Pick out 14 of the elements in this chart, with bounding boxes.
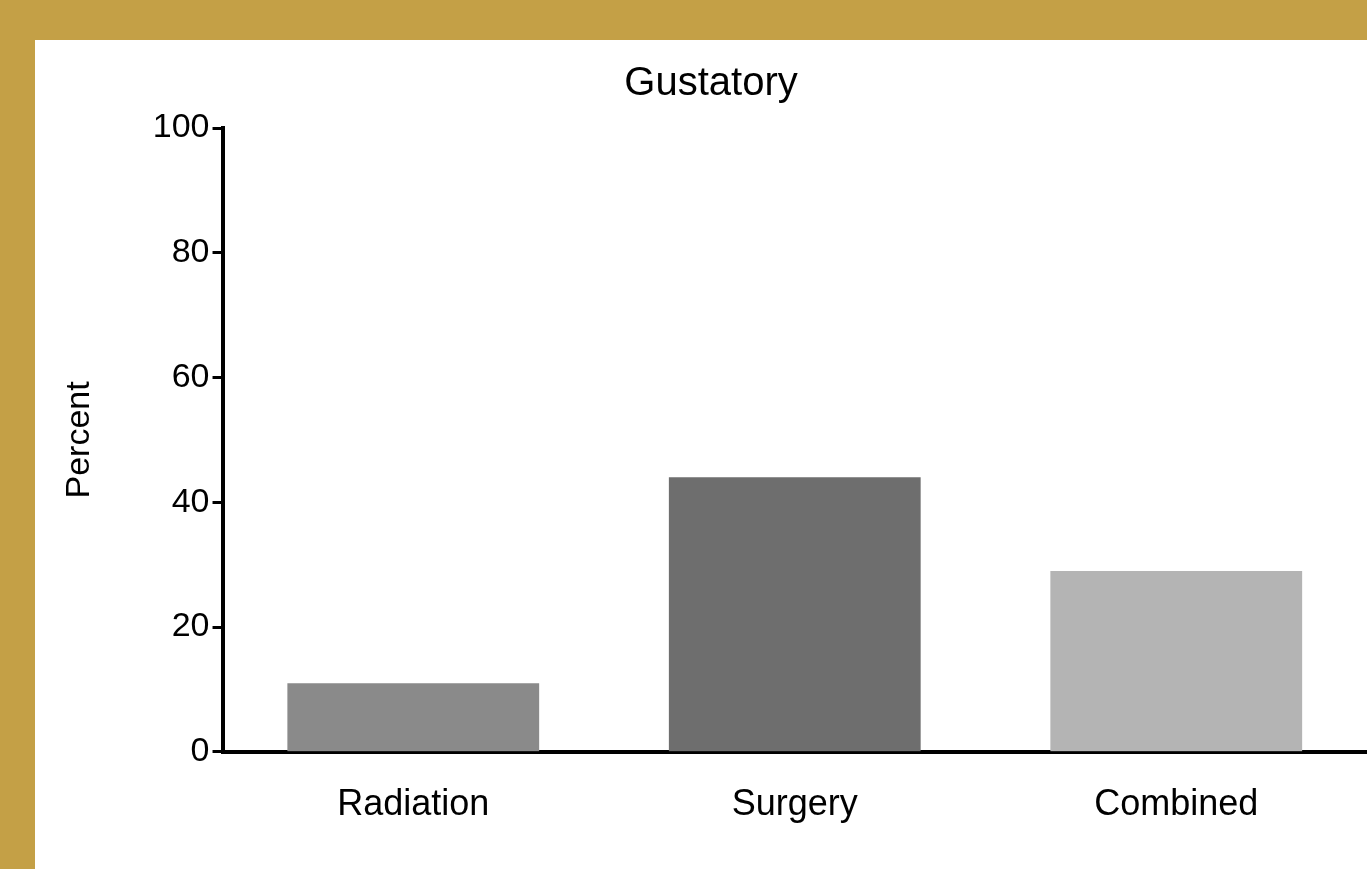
- y-tick-label: 0: [190, 730, 210, 769]
- y-tick-label: 100: [152, 106, 210, 145]
- bar: [287, 683, 540, 752]
- x-tick-label: Radiation: [337, 782, 490, 824]
- x-tick-label: Combined: [1094, 782, 1259, 824]
- y-tick-label: 60: [171, 355, 210, 394]
- chart-title: Gustatory: [624, 59, 798, 104]
- bar: [1050, 570, 1303, 752]
- x-tick-label: Surgery: [731, 782, 858, 824]
- bar: [668, 477, 921, 752]
- y-tick-label: 40: [171, 480, 210, 519]
- y-axis-title: Percent: [57, 380, 96, 499]
- y-tick-label: 20: [171, 605, 210, 644]
- y-tick-label: 80: [171, 231, 210, 270]
